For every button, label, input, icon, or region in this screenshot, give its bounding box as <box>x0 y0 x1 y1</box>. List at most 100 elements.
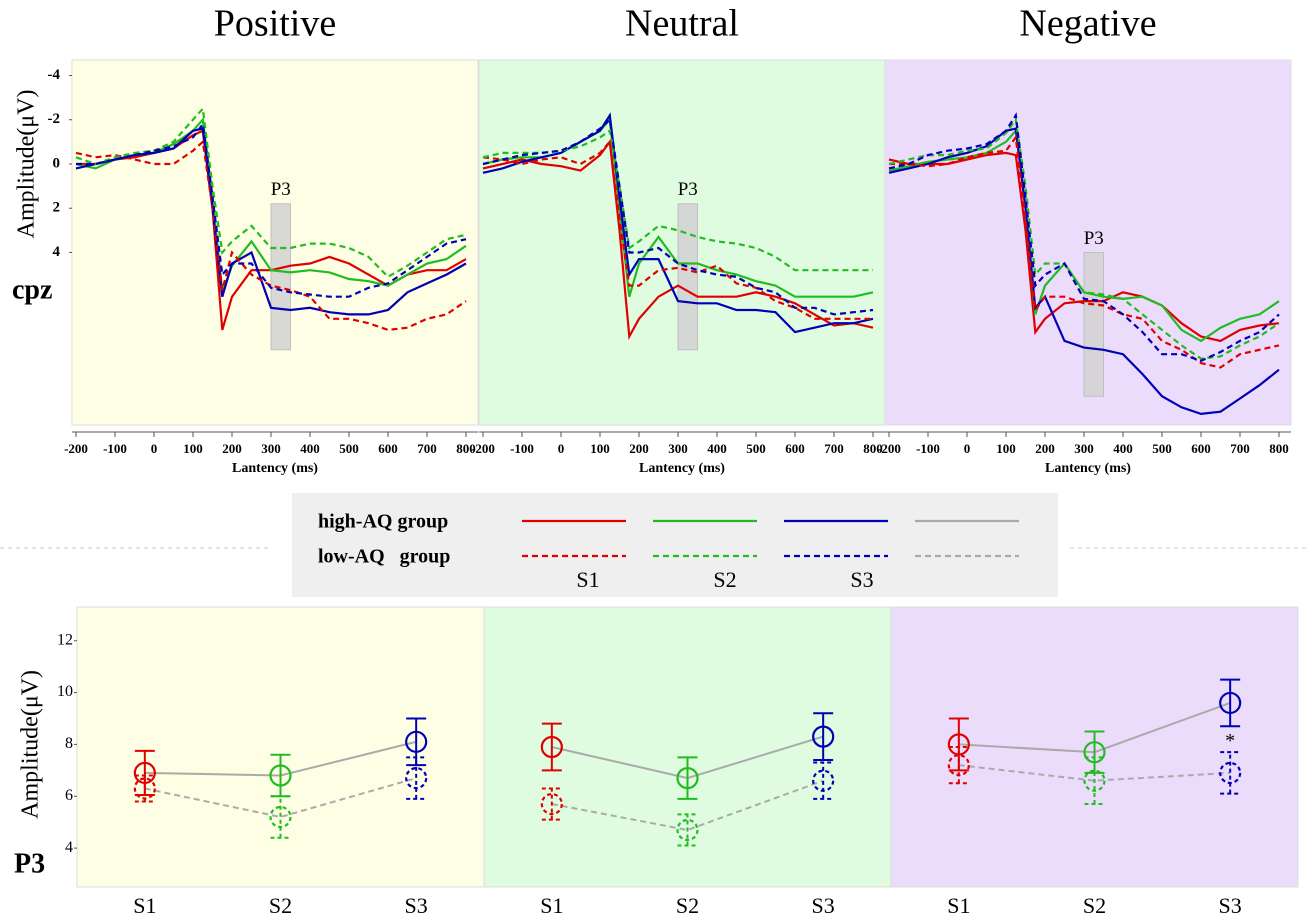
mean-marker <box>676 818 699 842</box>
x-tick-label: 400 <box>707 441 727 456</box>
p3-window <box>677 203 698 351</box>
y-tick-label: 6 <box>65 787 73 804</box>
x-tick-label: 600 <box>785 441 805 456</box>
x-tick-label: -100 <box>510 441 534 456</box>
waveform <box>482 112 874 334</box>
error-bar <box>541 787 562 821</box>
error-bar <box>1220 678 1241 728</box>
mean-marker <box>1219 691 1242 715</box>
y-tick-label: 12 <box>57 631 73 648</box>
x-tick-label: 700 <box>1230 441 1250 456</box>
x-tick-label: 800 <box>1269 441 1289 456</box>
y-tick-label: 2 <box>53 200 61 216</box>
mean-line <box>551 779 824 832</box>
x-tick-label: 700 <box>417 441 437 456</box>
error-bar <box>134 774 155 803</box>
x-tick-label: 300 <box>668 441 688 456</box>
error-bar <box>1220 751 1241 795</box>
x-tick-label: 0 <box>558 441 565 456</box>
error-bar <box>270 795 291 839</box>
y-axis-label: Amplitude(μV) <box>14 90 40 239</box>
p3-label: P3 <box>271 179 291 200</box>
x-tick-label: -200 <box>471 441 495 456</box>
x-tick-label: S2 <box>676 893 699 918</box>
error-bar <box>813 761 834 800</box>
x-tick-label: 700 <box>824 441 844 456</box>
p3-window <box>1083 251 1104 397</box>
mean-marker <box>133 777 156 800</box>
x-tick-label: S1 <box>947 893 970 918</box>
legend-label: low-AQ group <box>318 546 450 568</box>
x-tick-label: 600 <box>1191 441 1211 456</box>
p3-label: P3 <box>678 179 698 200</box>
panel-title: Negative <box>1019 3 1156 45</box>
x-tick-label: S2 <box>1083 893 1106 918</box>
x-tick-label: 300 <box>1074 441 1094 456</box>
x-tick-label: S3 <box>405 893 428 918</box>
x-tick-label: S3 <box>812 893 835 918</box>
x-tick-label: 800 <box>456 441 476 456</box>
x-tick-label: 500 <box>339 441 359 456</box>
x-tick-label: 200 <box>1035 441 1055 456</box>
x-tick-label: 400 <box>300 441 320 456</box>
x-tick-label: S1 <box>540 893 563 918</box>
x-tick-label: 200 <box>629 441 649 456</box>
error-bar <box>677 813 698 847</box>
mean-marker <box>1219 761 1242 785</box>
y-tick-label: -2 <box>48 111 61 127</box>
mean-marker <box>812 725 835 748</box>
error-bar <box>948 746 969 785</box>
mean-marker <box>405 730 428 753</box>
p3-label: P3 <box>1084 228 1104 249</box>
waveform <box>482 117 874 316</box>
row-label: P3 <box>14 848 45 879</box>
waveform <box>889 134 1280 369</box>
error-bar <box>813 712 834 761</box>
waveform <box>888 151 1280 343</box>
x-tick-label: 0 <box>964 441 971 456</box>
x-tick-label: -100 <box>103 441 127 456</box>
mean-marker <box>1083 741 1106 764</box>
y-tick-label: -4 <box>48 67 61 83</box>
waveform <box>888 112 1280 362</box>
mean-marker <box>133 761 156 785</box>
error-bar <box>677 756 698 800</box>
row-label: cpz <box>12 274 52 305</box>
legend-condition: S2 <box>713 567 736 592</box>
panel-title: Positive <box>214 3 336 45</box>
annotation: * <box>1225 730 1235 752</box>
y-tick-label: 4 <box>53 244 61 260</box>
mean-marker <box>269 805 292 829</box>
x-axis-label: Lantency (ms) <box>639 461 725 476</box>
waveform <box>76 121 467 298</box>
x-tick-label: 500 <box>746 441 766 456</box>
x-tick-label: 600 <box>378 441 398 456</box>
error-bar <box>406 756 427 800</box>
x-axis-label: Lantency (ms) <box>232 461 318 476</box>
mean-marker <box>676 767 699 790</box>
mean-marker <box>405 767 428 790</box>
mean-marker <box>947 754 970 777</box>
x-axis-label: Lantency (ms) <box>1045 461 1131 476</box>
mean-marker <box>1083 769 1106 792</box>
x-tick-label: 0 <box>151 441 158 456</box>
mean-marker <box>540 735 563 759</box>
y-tick-label: 4 <box>65 839 73 856</box>
error-bar <box>1084 756 1105 806</box>
mean-line <box>144 777 417 819</box>
x-tick-label: -200 <box>877 441 901 456</box>
legend-box <box>292 493 1058 597</box>
mean-marker <box>812 769 835 792</box>
legend-condition: S1 <box>576 567 599 592</box>
x-tick-label: 400 <box>1113 441 1133 456</box>
x-tick-label: S1 <box>133 893 156 918</box>
legend-label: high-AQ group <box>318 511 448 533</box>
waveform <box>482 139 873 320</box>
waveform <box>888 127 1280 416</box>
y-tick-label: 8 <box>65 735 73 752</box>
x-tick-label: -200 <box>64 441 88 456</box>
panel-background <box>76 606 485 888</box>
x-tick-label: S2 <box>269 893 292 918</box>
waveform <box>75 139 467 332</box>
